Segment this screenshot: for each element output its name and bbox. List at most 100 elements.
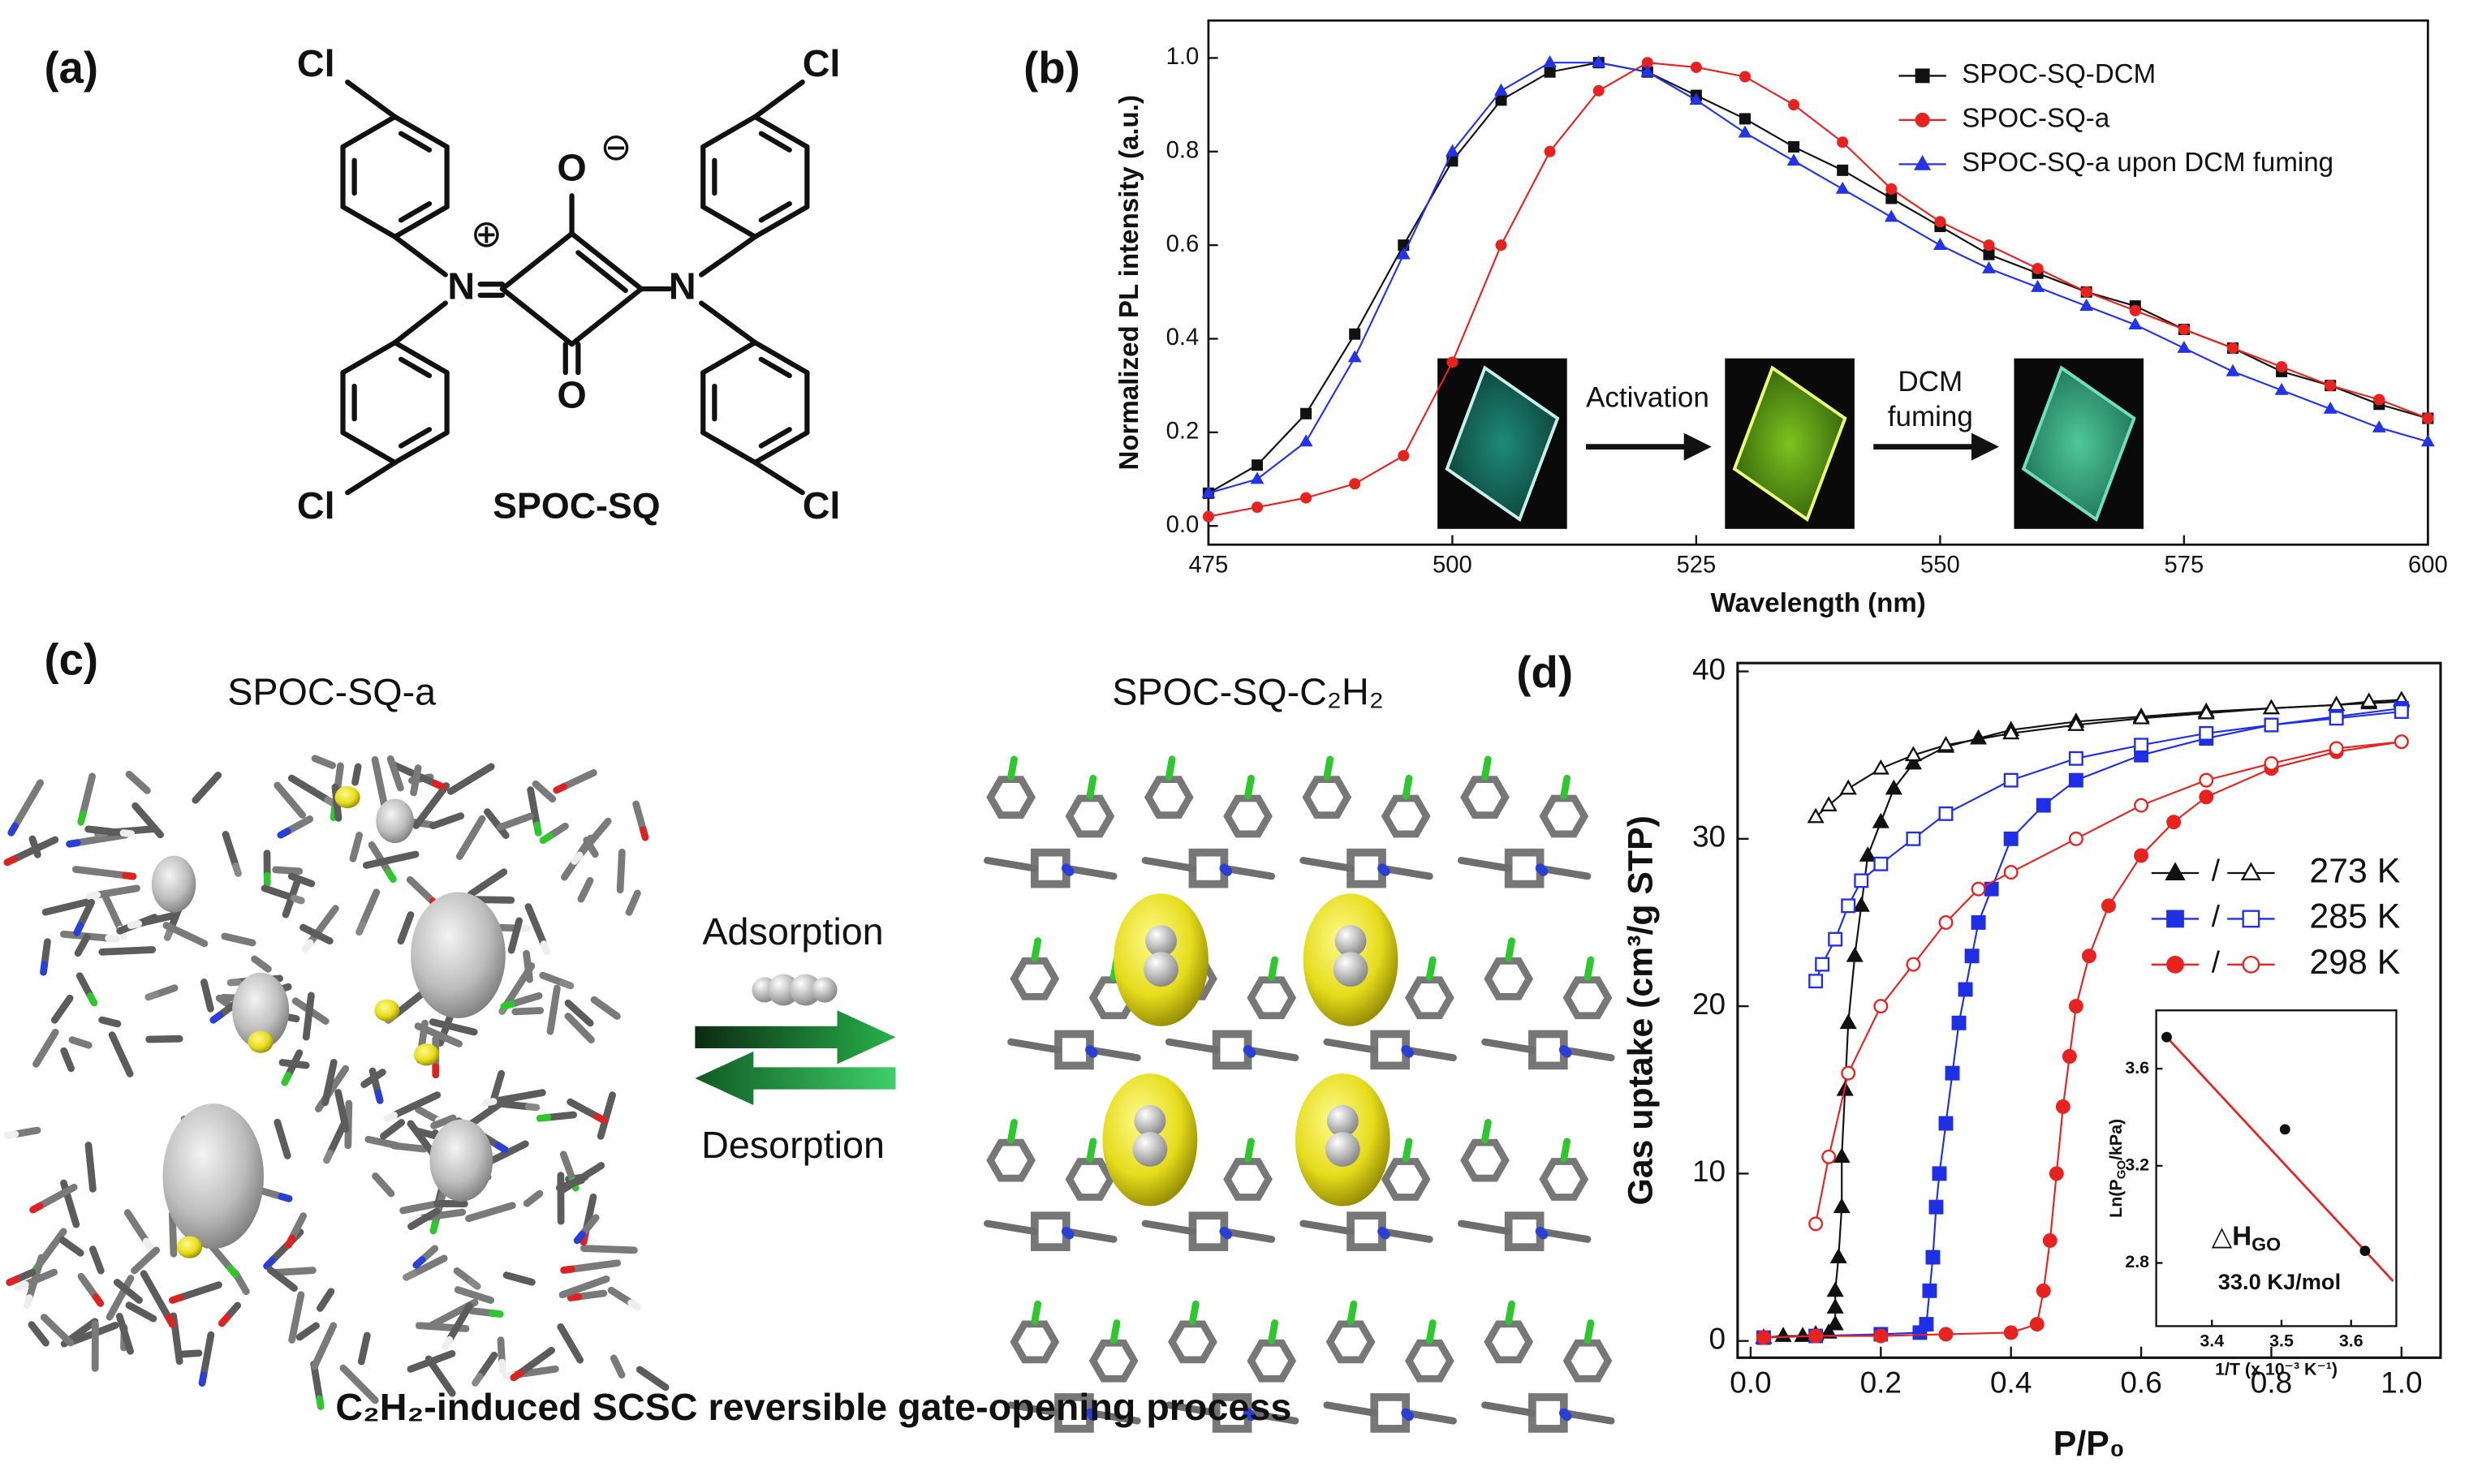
molecule-stick [559, 1151, 577, 1185]
molecule-stick [75, 972, 94, 1000]
x-tick-label: 575 [2165, 552, 2204, 578]
marker [1872, 812, 1889, 828]
bond [569, 286, 644, 347]
molecule-stick [409, 1254, 448, 1278]
marker [2199, 725, 2214, 741]
molecule-stick [301, 939, 314, 953]
legend-marker [2240, 862, 2262, 880]
marker [1841, 1065, 1856, 1081]
y-tick-label: 3.6 [2125, 1058, 2149, 1078]
molecule-stick [108, 1031, 134, 1078]
x-tick-label: 475 [1189, 552, 1229, 578]
molecule-stick [1007, 755, 1018, 781]
marker [1495, 94, 1507, 106]
cavity-blob [162, 1103, 265, 1250]
bond [758, 131, 792, 153]
marker [1201, 485, 1216, 498]
molecule-stick [68, 1036, 93, 1049]
marker [1837, 164, 1849, 176]
molecule-stick [302, 991, 315, 1041]
x-tick-label: 3.6 [2339, 1331, 2363, 1350]
annotation: 33.0 KJ/mol [2218, 1269, 2341, 1294]
molecule-stick [446, 1301, 473, 1344]
phenyl-ring [1460, 1138, 1510, 1182]
marker [1300, 407, 1312, 419]
molecule-stick [407, 1207, 441, 1230]
marker [2042, 1232, 2058, 1248]
bond [575, 250, 628, 294]
phenyl-ring [1460, 776, 1510, 819]
molecule-stick [407, 1349, 456, 1373]
molecule-stick [406, 875, 437, 905]
molecule-stick [1141, 857, 1196, 872]
molecule-stick [73, 831, 130, 847]
panel-label: (d) [1516, 647, 1573, 697]
phenyl-ring [1381, 794, 1431, 838]
molecule-stick [1219, 863, 1233, 876]
molecule-stick [274, 1118, 291, 1159]
molecule-stick [226, 1264, 239, 1279]
legend-separator: / [2212, 854, 2221, 888]
marker [2323, 401, 2338, 414]
marker [2055, 1099, 2070, 1114]
molecule-stick [125, 770, 151, 794]
molecule-stick [1378, 1228, 1433, 1243]
molecule-stick [1536, 864, 1592, 880]
molecule-stick [510, 1369, 524, 1382]
molecule-stick [105, 934, 120, 943]
text-part: /kPa) [2106, 1119, 2126, 1160]
molecule-stick [221, 932, 256, 947]
molecule-stick [310, 1322, 338, 1370]
annotation: DCM [1898, 366, 1963, 398]
marker [1839, 1013, 1857, 1030]
molecule-stick [71, 866, 129, 880]
molecule-stick [295, 1322, 320, 1341]
legend-separator: / [2212, 946, 2221, 979]
molecule-stick [287, 872, 316, 888]
molecule-stick [1243, 1045, 1256, 1058]
marker [1690, 61, 1702, 73]
marker [2197, 703, 2215, 720]
marker [1938, 915, 1954, 930]
molecule-stick [429, 812, 465, 830]
molecule-stick [507, 917, 524, 954]
molecule-stick [66, 839, 81, 848]
molecule-stick [79, 772, 97, 819]
marker [2226, 342, 2239, 355]
legend-label: SPOC-SQ-DCM [1962, 59, 2156, 89]
guest-atom [1334, 925, 1367, 957]
marker [2134, 798, 2149, 813]
marker [2422, 412, 2434, 424]
molecule-stick [357, 1331, 371, 1366]
molecule-stick [1061, 1226, 1075, 1240]
marker [2276, 361, 2288, 373]
molecule-stick [1219, 1226, 1233, 1240]
molecule-stick [1402, 774, 1413, 800]
x-tick-label: 600 [2408, 552, 2448, 578]
molecule-stick [412, 782, 450, 829]
molecule-stick [1425, 956, 1437, 981]
molecule-stick [1401, 1045, 1414, 1058]
marker [2420, 434, 2435, 447]
marker [1859, 846, 1877, 862]
molecule-stick [77, 1272, 100, 1301]
marker [2394, 734, 2409, 750]
molecule-stick [571, 851, 584, 865]
marker [1846, 946, 1864, 962]
molecule-stick [429, 1219, 439, 1235]
molecule-stick [98, 946, 157, 956]
marker [2264, 717, 2279, 733]
marker [1833, 1198, 1851, 1214]
molecule-stick [412, 1256, 426, 1269]
molecule-stick [532, 780, 557, 803]
series-line [1815, 710, 2402, 982]
marker [2003, 831, 2019, 846]
molecule-stick [455, 815, 486, 860]
molecule-stick [84, 825, 127, 837]
molecule-stick [516, 1346, 555, 1377]
marker [1592, 55, 1606, 68]
marker [1919, 1317, 1934, 1332]
subscript: GO [2114, 1160, 2128, 1180]
marker [2329, 741, 2344, 756]
molecule-stick [502, 1271, 536, 1286]
